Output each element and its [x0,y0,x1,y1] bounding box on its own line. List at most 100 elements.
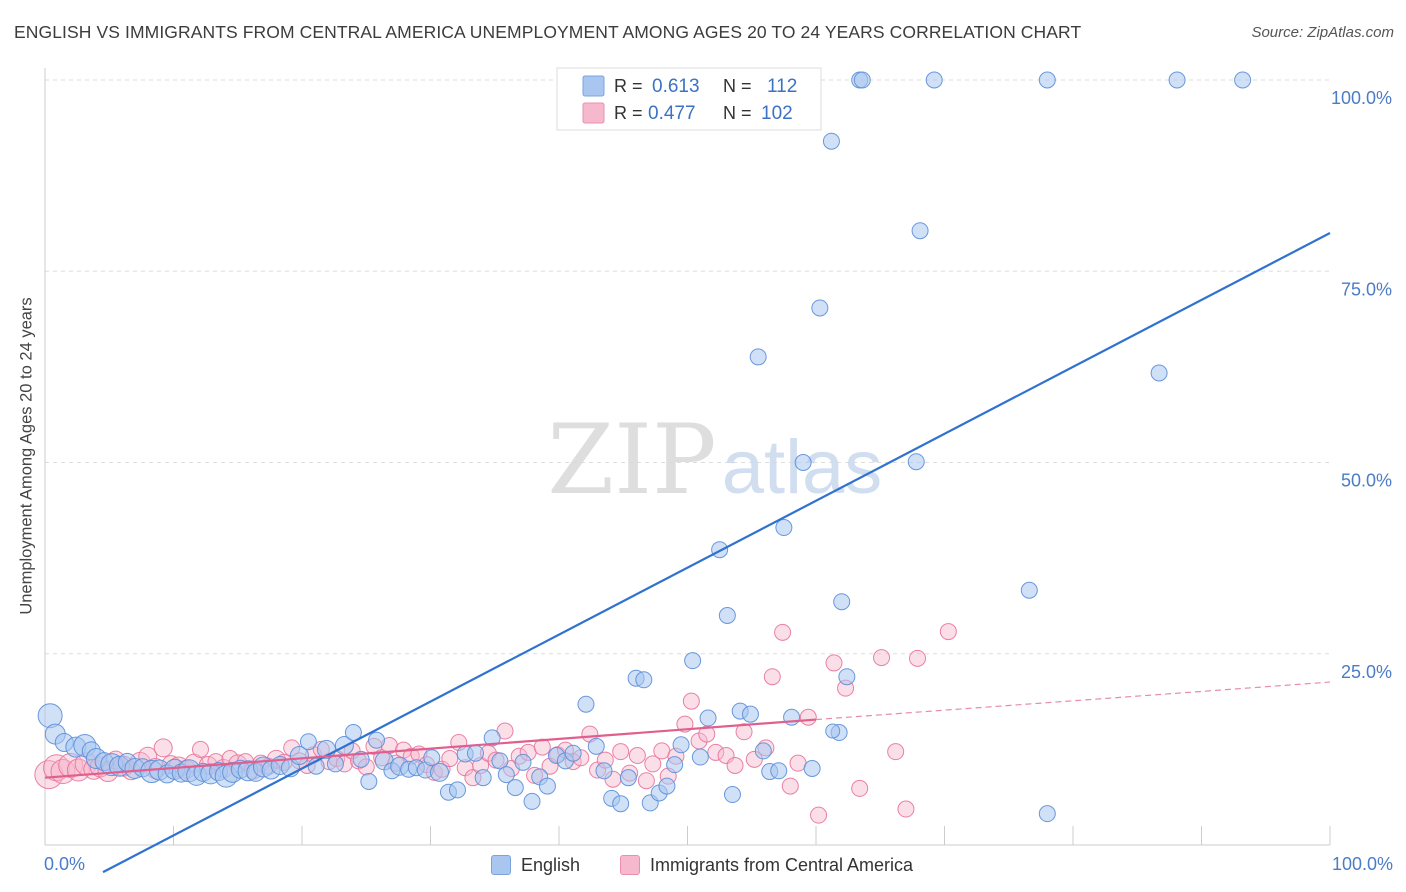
english-point [448,781,466,799]
english-point [1038,805,1056,823]
english-point [483,729,501,747]
english-point [1150,364,1168,382]
immigrants-point [789,754,807,772]
stats-legend-swatch-immigrants [582,102,605,124]
immigrants-point [612,743,630,761]
english-trend-line [102,232,1331,874]
english-point [822,132,840,150]
english-point [775,519,793,537]
x-tick-labels: 0.0% 100.0% [44,854,1393,874]
english-point [619,769,637,787]
english-point [833,593,851,611]
english-point [825,723,841,739]
watermark: ZIP atlas [547,404,882,516]
immigrants-point [637,772,655,790]
stats-legend-n-value: 102 [761,103,793,124]
english-point [352,750,370,768]
english-point [1168,71,1186,89]
immigrants-trend-line [44,718,817,779]
english-point [718,607,736,624]
immigrants-point [781,777,799,795]
immigrants-point [682,692,700,710]
y-axis-label: Unemployment Among Ages 20 to 24 years [17,297,36,615]
immigrants-point [897,800,915,818]
english-point [577,695,595,713]
stats-legend-n-label: N = [723,103,752,123]
english-point [684,652,702,670]
stats-legend-r-label: R = [614,76,643,96]
english-point [794,454,812,471]
legend-item-immigrants: Immigrants from Central America [620,852,913,878]
legend-swatch-english [491,855,511,875]
immigrants-point [939,623,957,641]
stats-legend-r-value: 0.613 [652,76,700,97]
english-point [672,736,690,754]
immigrants-point [825,654,843,672]
y-tick-label: 25.0% [1341,662,1392,682]
english-point [506,779,524,797]
legend-label-immigrants: Immigrants from Central America [650,854,914,875]
immigrants-trend-extension [815,681,1331,721]
chart-source: Source: ZipAtlas.com [1251,24,1394,41]
english-point [754,742,772,760]
english-point [635,671,653,689]
immigrants-point [653,742,671,760]
immigrants-point [441,750,459,768]
english-point [691,748,709,766]
english-point [1038,71,1056,89]
stats-legend-n-label: N = [723,76,752,96]
immigrants-point [153,738,173,758]
english-point [587,737,605,755]
stats-legend-r-label: R = [614,103,643,123]
english-point [466,744,484,762]
english-point [360,773,378,791]
x-tick-label: 0.0% [44,854,85,874]
english-point [491,752,509,770]
english-point [523,792,541,810]
english-point [666,756,684,774]
chart-title: ENGLISH VS IMMIGRANTS FROM CENTRAL AMERI… [14,22,1082,42]
immigrants-point [799,708,817,726]
english-point [853,71,871,89]
english-point [803,760,821,777]
english-point [907,453,925,471]
stats-legend: R = 0.613 N = 112 R = 0.477 N = 102 [556,67,822,131]
immigrants-point [628,746,646,764]
immigrants-point [810,806,828,824]
english-point [811,299,829,317]
english-point [289,745,309,765]
legend-swatch-immigrants [620,855,640,875]
stats-legend-r-value: 0.477 [648,103,696,124]
english-point [429,762,449,782]
english-point [564,744,582,762]
english-point [497,766,515,784]
english-point [326,755,344,773]
english-point [1020,581,1038,599]
english-point [770,762,788,780]
immigrants-point [707,743,725,761]
legend-item-english: English [491,852,580,878]
immigrants-point [763,668,781,686]
english-point [514,753,532,771]
english-point [595,762,613,780]
english-point [612,795,630,813]
immigrants-point [644,755,662,773]
trend-lines [44,232,1331,874]
immigrants-point [873,649,891,667]
immigrants-point [726,756,744,774]
english-points [37,71,1252,823]
english-point [299,733,317,751]
watermark-zip: ZIP [547,404,716,516]
english-point [474,769,492,787]
english-point [538,777,556,795]
english-point [658,777,676,795]
english-point [699,709,717,727]
immigrants-point [887,743,905,761]
english-point [368,731,386,749]
english-point [1234,71,1252,89]
y-tick-label: 75.0% [1341,279,1392,299]
legend-label-english: English [521,854,581,875]
english-point [911,222,929,240]
english-point [838,668,856,686]
